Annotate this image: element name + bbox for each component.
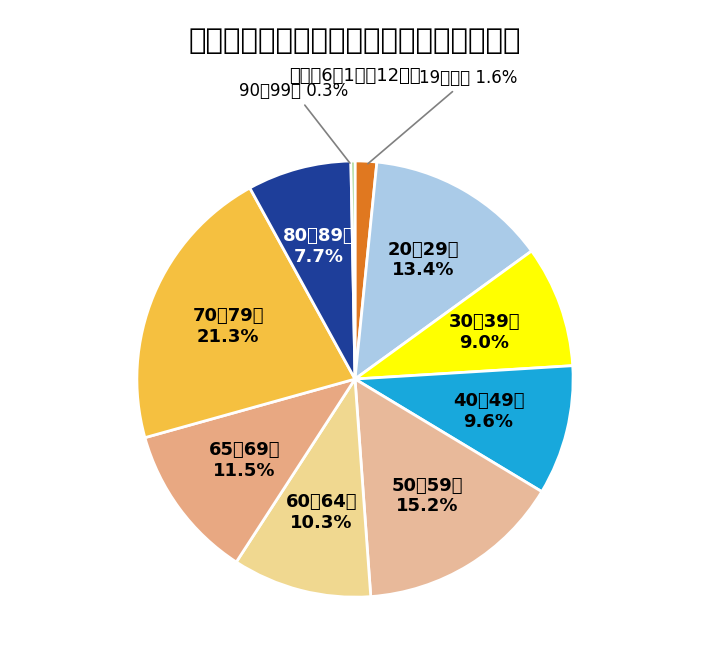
- Wedge shape: [355, 379, 542, 597]
- Wedge shape: [355, 162, 532, 379]
- Wedge shape: [351, 161, 355, 379]
- Text: 30～39歳
9.0%: 30～39歳 9.0%: [449, 313, 520, 352]
- Text: 70～79歳
21.3%: 70～79歳 21.3%: [192, 307, 264, 346]
- Text: 90～99歳 0.3%: 90～99歳 0.3%: [239, 82, 350, 163]
- Wedge shape: [236, 379, 371, 597]
- Text: 40～49歳
9.6%: 40～49歳 9.6%: [453, 392, 524, 431]
- Wedge shape: [355, 161, 377, 379]
- Wedge shape: [355, 366, 573, 491]
- Text: 80～89歳
7.7%: 80～89歳 7.7%: [283, 227, 354, 266]
- Text: （令和6年1月～12月）: （令和6年1月～12月）: [289, 66, 421, 84]
- Text: 20～29歳
13.4%: 20～29歳 13.4%: [388, 241, 459, 279]
- Wedge shape: [145, 379, 355, 562]
- Wedge shape: [137, 188, 355, 438]
- Text: 50～59歳
15.2%: 50～59歳 15.2%: [391, 477, 463, 515]
- Wedge shape: [250, 161, 355, 379]
- Text: 「架空料金請求詐欺」被害者の年齢別割合: 「架空料金請求詐欺」被害者の年齢別割合: [189, 27, 521, 55]
- Text: 65～69歳
11.5%: 65～69歳 11.5%: [209, 442, 280, 480]
- Text: 60～64歳
10.3%: 60～64歳 10.3%: [285, 493, 357, 531]
- Text: 19歳以下 1.6%: 19歳以下 1.6%: [368, 69, 518, 164]
- Wedge shape: [355, 251, 573, 379]
